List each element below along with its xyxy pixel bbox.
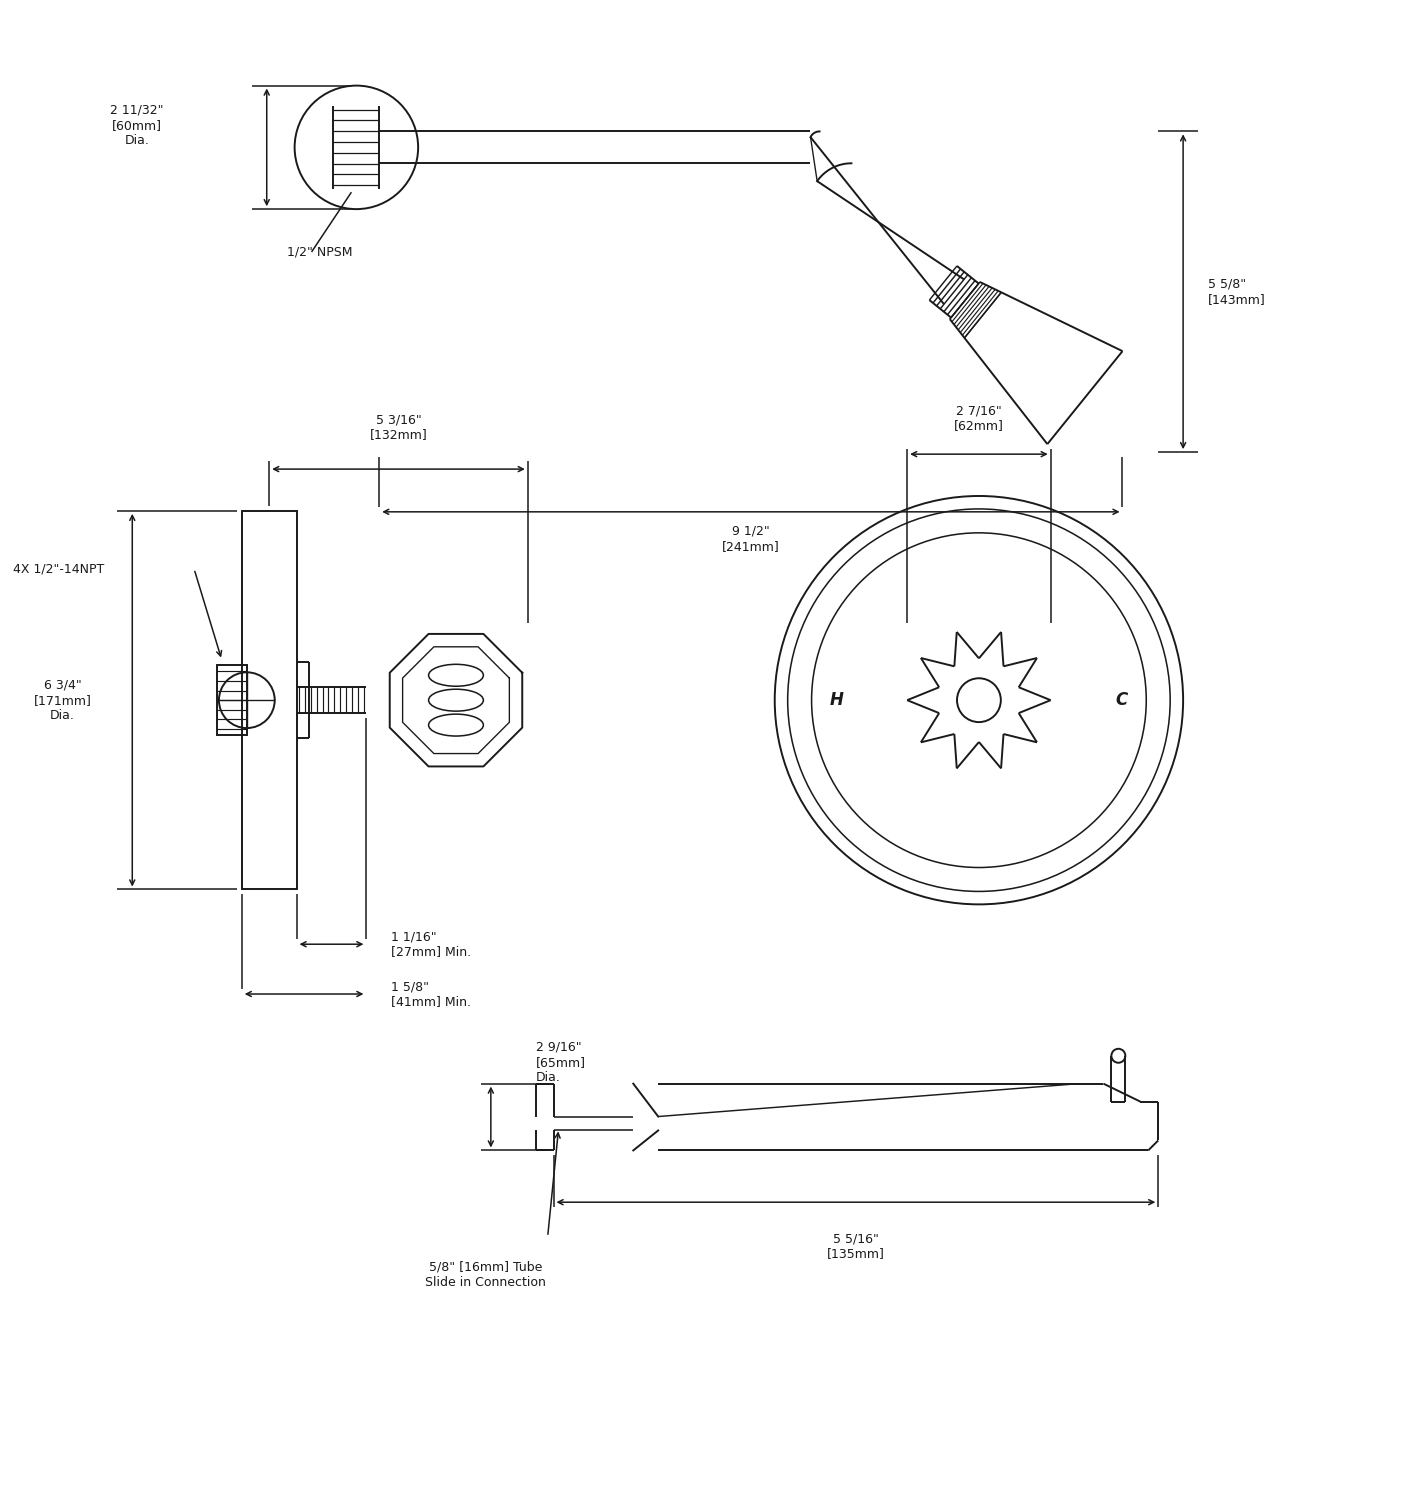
Text: 5 3/16"
[132mm]: 5 3/16" [132mm] <box>370 413 428 441</box>
Text: 6 3/4"
[171mm]
Dia.: 6 3/4" [171mm] Dia. <box>34 678 92 721</box>
Text: 5/8" [16mm] Tube
Slide in Connection: 5/8" [16mm] Tube Slide in Connection <box>425 1261 546 1289</box>
Text: 5 5/16"
[135mm]: 5 5/16" [135mm] <box>827 1232 885 1261</box>
Text: 1 5/8"
[41mm] Min.: 1 5/8" [41mm] Min. <box>391 980 472 1009</box>
Text: H: H <box>829 691 843 709</box>
Text: 2 9/16"
[65mm]
Dia.: 2 9/16" [65mm] Dia. <box>535 1040 586 1083</box>
Text: 5 5/8"
[143mm]: 5 5/8" [143mm] <box>1209 277 1265 305</box>
Text: 2 11/32"
[60mm]
Dia.: 2 11/32" [60mm] Dia. <box>110 104 164 148</box>
Text: 1/2" NPSM: 1/2" NPSM <box>287 246 352 258</box>
Text: C: C <box>1115 691 1128 709</box>
Text: 2 7/16"
[62mm]: 2 7/16" [62mm] <box>955 404 1004 432</box>
Bar <box>217 666 247 735</box>
Bar <box>241 511 297 890</box>
Text: 9 1/2"
[241mm]: 9 1/2" [241mm] <box>722 524 779 553</box>
Text: 4X 1/2"-14NPT: 4X 1/2"-14NPT <box>13 562 104 575</box>
Text: 1 1/16"
[27mm] Min.: 1 1/16" [27mm] Min. <box>391 930 472 958</box>
